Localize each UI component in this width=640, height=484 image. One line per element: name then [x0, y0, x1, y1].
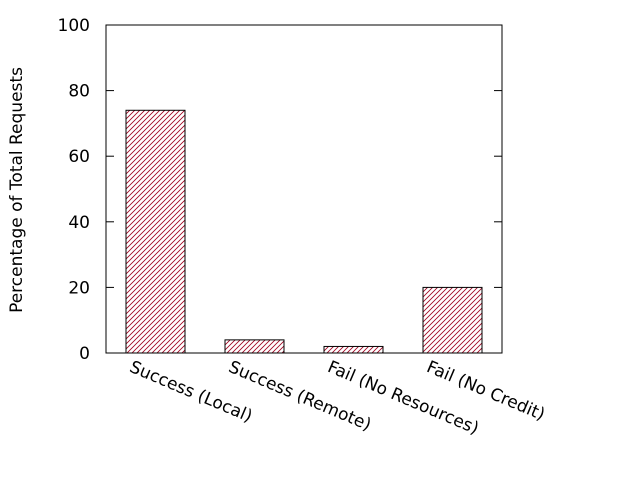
bar [422, 286, 483, 354]
y-tick-label: 60 [68, 147, 90, 167]
y-tick-label: 0 [79, 344, 90, 364]
bar [323, 345, 384, 354]
y-tick-label: 20 [68, 278, 90, 298]
plot-frame [105, 24, 503, 354]
y-tick-label: 40 [68, 213, 90, 233]
bar [224, 339, 285, 354]
y-axis-label: Percentage of Total Requests [7, 67, 27, 313]
bar [125, 109, 186, 354]
y-tick-label: 100 [58, 16, 90, 36]
y-tick-label: 80 [68, 82, 90, 102]
